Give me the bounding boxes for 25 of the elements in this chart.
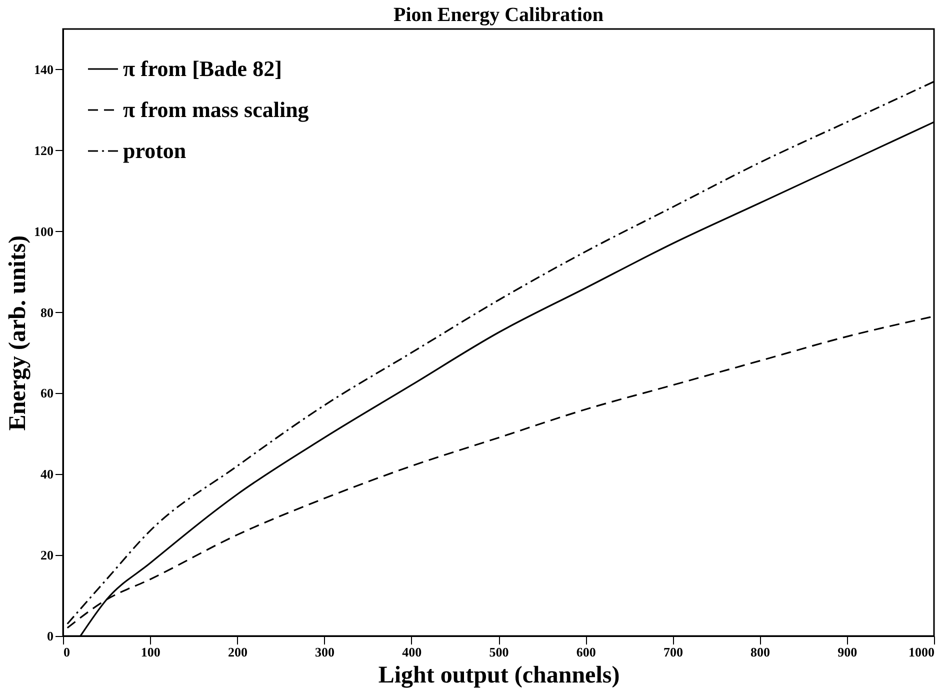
y-axis-title: Energy (arb. units) — [5, 235, 31, 431]
x-tick-label: 400 — [402, 644, 422, 660]
x-tick-label: 700 — [663, 644, 683, 660]
x-tick-label: 1000 — [908, 644, 934, 660]
y-tick-label: 80 — [40, 304, 54, 320]
x-tick-label: 900 — [838, 644, 858, 660]
x-tick-label: 300 — [315, 644, 335, 660]
x-tick-label: 800 — [750, 644, 770, 660]
legend-label: π from mass scaling — [123, 97, 309, 122]
x-tick-label: 0 — [64, 644, 70, 660]
x-tick-label: 100 — [140, 644, 160, 660]
y-tick-label: 40 — [40, 466, 54, 482]
chart-title: Pion Energy Calibration — [393, 4, 604, 26]
y-tick-label: 20 — [40, 548, 54, 563]
x-tick-label: 200 — [228, 644, 248, 660]
x-tick-label: 600 — [576, 644, 596, 660]
y-tick-label: 60 — [40, 386, 54, 401]
y-tick-label: 120 — [34, 142, 54, 158]
x-tick-label: 500 — [489, 644, 509, 660]
legend-label: π from [Bade 82] — [123, 56, 282, 81]
y-tick-label: 0 — [47, 628, 54, 644]
legend-label: proton — [123, 138, 186, 163]
y-tick-label: 100 — [34, 224, 54, 239]
x-axis-title: Light output (channels) — [378, 662, 620, 688]
y-tick-label: 140 — [34, 62, 54, 77]
